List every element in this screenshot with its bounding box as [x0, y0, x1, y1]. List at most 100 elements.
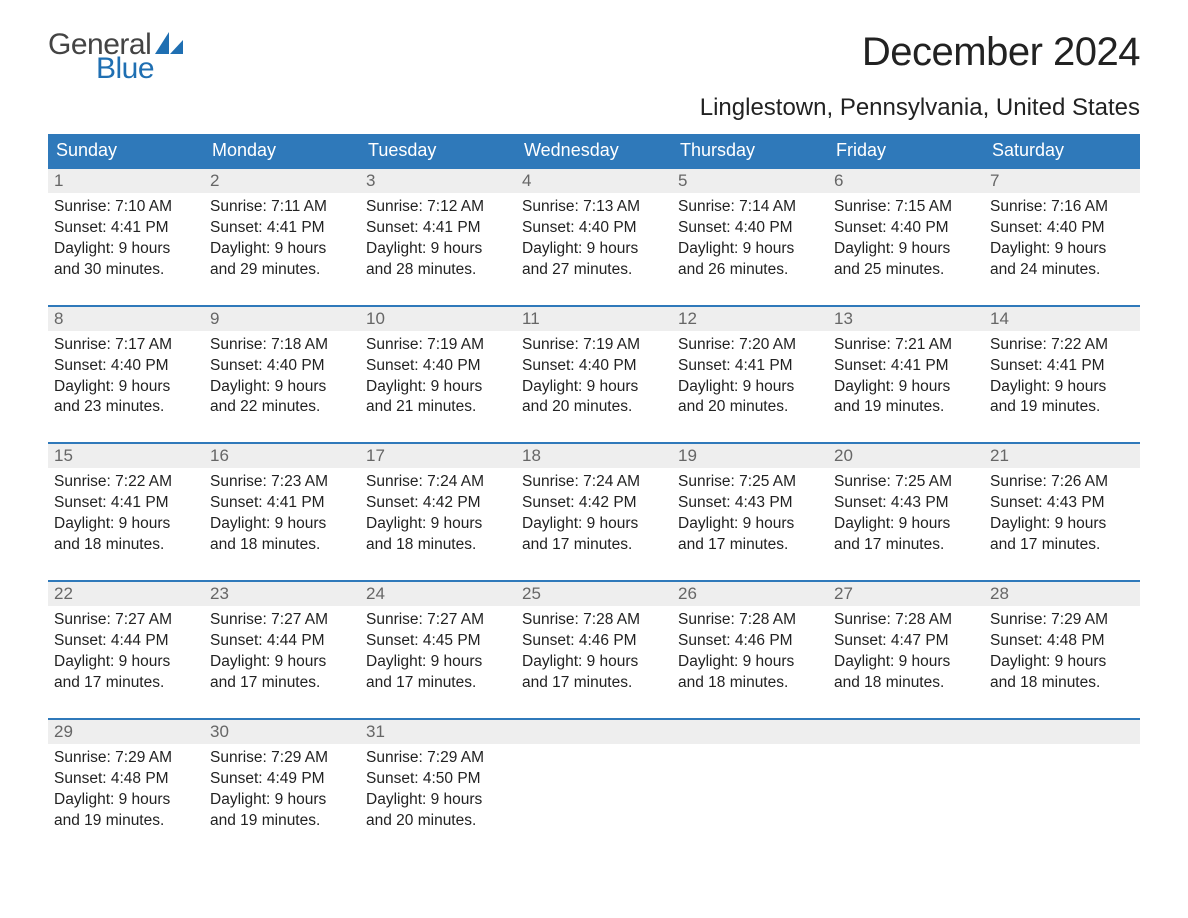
day-number: 5	[672, 169, 828, 193]
sunset-line: Sunset: 4:41 PM	[54, 493, 198, 514]
week-row: 293031 Sunrise: 7:29 AMSunset: 4:48 PM Day…	[48, 718, 1140, 838]
day-cell: Sunrise: 7:19 AMSunset: 4:40 PMDaylight:…	[360, 331, 516, 425]
sunset-line: Sunset: 4:47 PM	[834, 631, 978, 652]
day-header-cell: Monday	[204, 134, 360, 167]
sunset-line: Sunset: 4:40 PM	[990, 218, 1134, 239]
day-header-row: SundayMondayTuesdayWednesdayThursdayFrid…	[48, 134, 1140, 167]
daylight-line: Daylight: 9 hours and 20 minutes.	[522, 377, 666, 419]
sunset-line: Sunset: 4:42 PM	[522, 493, 666, 514]
day-number: 30	[204, 720, 360, 744]
day-number: 13	[828, 307, 984, 331]
day-cell: Sunrise: 7:22 AMSunset: 4:41 PMDaylight:…	[984, 331, 1140, 425]
day-number: 22	[48, 582, 204, 606]
daylight-line: Daylight: 9 hours and 23 minutes.	[54, 377, 198, 419]
sunrise-line: Sunrise: 7:13 AM	[522, 197, 666, 218]
sunset-line: Sunset: 4:45 PM	[366, 631, 510, 652]
day-cell: Sunrise: 7:27 AMSunset: 4:44 PMDaylight:…	[48, 606, 204, 700]
sunrise-line: Sunrise: 7:29 AM	[54, 748, 198, 769]
sunset-line: Sunset: 4:41 PM	[366, 218, 510, 239]
day-cell: Sunrise: 7:18 AMSunset: 4:40 PMDaylight:…	[204, 331, 360, 425]
day-cell: Sunrise: 7:25 AMSunset: 4:43 PMDaylight:…	[672, 468, 828, 562]
calendar: SundayMondayTuesdayWednesdayThursdayFrid…	[48, 134, 1140, 837]
sunset-line: Sunset: 4:44 PM	[54, 631, 198, 652]
sunrise-line: Sunrise: 7:28 AM	[834, 610, 978, 631]
day-number: 24	[360, 582, 516, 606]
sunset-line: Sunset: 4:40 PM	[366, 356, 510, 377]
day-header-cell: Thursday	[672, 134, 828, 167]
daylight-line: Daylight: 9 hours and 17 minutes.	[834, 514, 978, 556]
daylight-line: Daylight: 9 hours and 25 minutes.	[834, 239, 978, 281]
day-number: 12	[672, 307, 828, 331]
sunset-line: Sunset: 4:41 PM	[678, 356, 822, 377]
sunrise-line: Sunrise: 7:25 AM	[678, 472, 822, 493]
month-title: December 2024	[862, 30, 1140, 75]
sunrise-line: Sunrise: 7:27 AM	[210, 610, 354, 631]
day-cell: Sunrise: 7:20 AMSunset: 4:41 PMDaylight:…	[672, 331, 828, 425]
day-cell	[672, 744, 828, 838]
day-number: 29	[48, 720, 204, 744]
sunset-line: Sunset: 4:48 PM	[54, 769, 198, 790]
day-cell: Sunrise: 7:15 AMSunset: 4:40 PMDaylight:…	[828, 193, 984, 287]
sunrise-line: Sunrise: 7:25 AM	[834, 472, 978, 493]
sunrise-line: Sunrise: 7:17 AM	[54, 335, 198, 356]
daylight-line: Daylight: 9 hours and 19 minutes.	[210, 790, 354, 832]
day-number: 15	[48, 444, 204, 468]
week-row: 15161718192021Sunrise: 7:22 AMSunset: 4:…	[48, 442, 1140, 562]
day-header-cell: Tuesday	[360, 134, 516, 167]
day-cell: Sunrise: 7:22 AMSunset: 4:41 PMDaylight:…	[48, 468, 204, 562]
sunrise-line: Sunrise: 7:22 AM	[990, 335, 1134, 356]
day-cell: Sunrise: 7:13 AMSunset: 4:40 PMDaylight:…	[516, 193, 672, 287]
day-cell	[984, 744, 1140, 838]
sunset-line: Sunset: 4:50 PM	[366, 769, 510, 790]
sunset-line: Sunset: 4:46 PM	[522, 631, 666, 652]
day-number: 21	[984, 444, 1140, 468]
sunrise-line: Sunrise: 7:15 AM	[834, 197, 978, 218]
daylight-line: Daylight: 9 hours and 18 minutes.	[834, 652, 978, 694]
sunrise-line: Sunrise: 7:10 AM	[54, 197, 198, 218]
daylight-line: Daylight: 9 hours and 17 minutes.	[366, 652, 510, 694]
day-number: 11	[516, 307, 672, 331]
day-cell	[828, 744, 984, 838]
day-cell: Sunrise: 7:24 AMSunset: 4:42 PMDaylight:…	[516, 468, 672, 562]
day-cell: Sunrise: 7:19 AMSunset: 4:40 PMDaylight:…	[516, 331, 672, 425]
day-number: 18	[516, 444, 672, 468]
day-number: 16	[204, 444, 360, 468]
location: Linglestown, Pennsylvania, United States	[48, 94, 1140, 122]
day-number: 19	[672, 444, 828, 468]
daylight-line: Daylight: 9 hours and 22 minutes.	[210, 377, 354, 419]
day-number: 14	[984, 307, 1140, 331]
day-cell: Sunrise: 7:26 AMSunset: 4:43 PMDaylight:…	[984, 468, 1140, 562]
daylight-line: Daylight: 9 hours and 24 minutes.	[990, 239, 1134, 281]
sunrise-line: Sunrise: 7:19 AM	[366, 335, 510, 356]
daylight-line: Daylight: 9 hours and 17 minutes.	[522, 514, 666, 556]
sunrise-line: Sunrise: 7:19 AM	[522, 335, 666, 356]
day-number: 31	[360, 720, 516, 744]
sunrise-line: Sunrise: 7:16 AM	[990, 197, 1134, 218]
sunset-line: Sunset: 4:40 PM	[522, 356, 666, 377]
day-number: 1	[48, 169, 204, 193]
day-cell: Sunrise: 7:21 AMSunset: 4:41 PMDaylight:…	[828, 331, 984, 425]
day-cell: Sunrise: 7:28 AMSunset: 4:46 PMDaylight:…	[516, 606, 672, 700]
sunset-line: Sunset: 4:49 PM	[210, 769, 354, 790]
daylight-line: Daylight: 9 hours and 17 minutes.	[990, 514, 1134, 556]
sunrise-line: Sunrise: 7:18 AM	[210, 335, 354, 356]
day-number: 23	[204, 582, 360, 606]
sunrise-line: Sunrise: 7:12 AM	[366, 197, 510, 218]
daynum-row: 1234567	[48, 169, 1140, 193]
sunrise-line: Sunrise: 7:27 AM	[54, 610, 198, 631]
sunrise-line: Sunrise: 7:14 AM	[678, 197, 822, 218]
day-cell: Sunrise: 7:27 AMSunset: 4:44 PMDaylight:…	[204, 606, 360, 700]
sunset-line: Sunset: 4:41 PM	[210, 218, 354, 239]
sunset-line: Sunset: 4:43 PM	[990, 493, 1134, 514]
day-cell: Sunrise: 7:28 AMSunset: 4:46 PMDaylight:…	[672, 606, 828, 700]
sunrise-line: Sunrise: 7:20 AM	[678, 335, 822, 356]
daylight-line: Daylight: 9 hours and 18 minutes.	[366, 514, 510, 556]
day-cell: Sunrise: 7:24 AMSunset: 4:42 PMDaylight:…	[360, 468, 516, 562]
day-number: 2	[204, 169, 360, 193]
day-number: 20	[828, 444, 984, 468]
daynum-row: 293031	[48, 720, 1140, 744]
day-number	[828, 720, 984, 744]
daylight-line: Daylight: 9 hours and 17 minutes.	[678, 514, 822, 556]
sunset-line: Sunset: 4:40 PM	[678, 218, 822, 239]
sunset-line: Sunset: 4:46 PM	[678, 631, 822, 652]
